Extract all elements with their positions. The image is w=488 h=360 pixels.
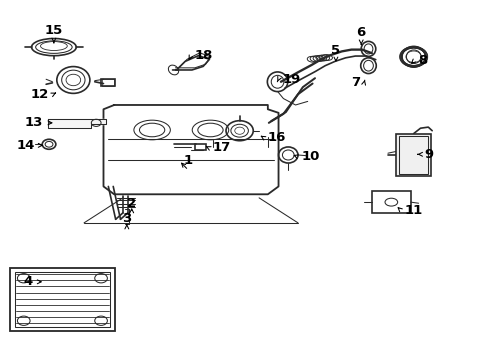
Text: 17: 17 (212, 141, 231, 154)
Text: 9: 9 (424, 148, 433, 161)
Bar (195, 144, 205, 150)
Bar (10, 268, 115, 331)
Text: 16: 16 (267, 131, 285, 144)
Polygon shape (47, 118, 106, 128)
Text: 4: 4 (24, 275, 33, 288)
Text: 5: 5 (331, 44, 340, 57)
Text: 3: 3 (122, 212, 131, 225)
Text: 18: 18 (195, 49, 213, 62)
Text: 2: 2 (127, 197, 136, 210)
Bar (102, 79, 114, 86)
Bar (15, 272, 110, 327)
Text: 14: 14 (16, 139, 34, 152)
Text: 11: 11 (404, 204, 422, 217)
Text: 8: 8 (418, 54, 427, 67)
Text: 1: 1 (183, 154, 193, 167)
Text: 7: 7 (350, 76, 360, 89)
Bar (395, 134, 430, 176)
Text: 6: 6 (356, 26, 365, 39)
Text: 10: 10 (301, 150, 320, 163)
Bar (371, 192, 410, 213)
Bar (398, 136, 427, 174)
Text: 15: 15 (45, 24, 63, 37)
Text: 19: 19 (282, 73, 300, 86)
Text: 13: 13 (24, 116, 42, 129)
Text: 12: 12 (31, 88, 49, 101)
Bar (101, 78, 115, 86)
